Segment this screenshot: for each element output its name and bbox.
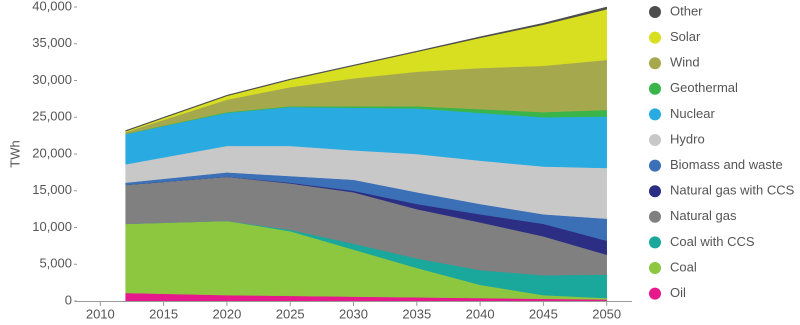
x-tick-label: 2010 — [86, 306, 115, 321]
legend-swatch — [649, 57, 661, 70]
legend-label: Hydro — [670, 131, 705, 146]
y-tick-label: 5,000 — [39, 256, 72, 271]
legend-swatch — [649, 262, 661, 274]
y-tick-label: 15,000 — [32, 182, 72, 197]
y-tick-label: 30,000 — [32, 72, 72, 87]
y-tick-label: 10,000 — [32, 219, 72, 234]
x-tick-label: 2040 — [466, 306, 495, 321]
x-tick-label: 2050 — [592, 306, 621, 321]
legend-label: Natural gas — [670, 208, 737, 223]
legend-label: Wind — [670, 55, 700, 70]
legend-swatch — [649, 82, 661, 95]
y-tick-label: 40,000 — [32, 0, 72, 13]
legend-swatch — [649, 210, 661, 223]
x-tick-label: 2045 — [529, 306, 558, 321]
legend-swatch — [649, 134, 661, 146]
x-tick-label: 2015 — [149, 306, 178, 321]
legend-label: Biomass and waste — [670, 157, 783, 172]
legend-label: Oil — [670, 285, 686, 300]
legend-swatch — [649, 185, 661, 198]
legend-label: Coal — [670, 259, 697, 274]
x-tick-label: 2030 — [339, 306, 368, 321]
legend-label: Solar — [670, 29, 701, 44]
y-tick-label: 20,000 — [32, 145, 72, 160]
x-tick-label: 2020 — [212, 306, 241, 321]
legend-swatch — [649, 108, 661, 121]
area — [125, 6, 607, 132]
y-tick-label: 35,000 — [32, 35, 72, 50]
legend-label: Natural gas with CCS — [670, 183, 795, 198]
y-tick-label: 0 — [65, 292, 72, 307]
legend-label: Nuclear — [670, 106, 715, 121]
x-tick-label: 2035 — [402, 306, 431, 321]
x-tick-label: 2025 — [276, 306, 305, 321]
y-tick-label: 25,000 — [32, 109, 72, 124]
legend-swatch — [649, 31, 661, 44]
y-axis-label: TWh — [7, 140, 22, 167]
legend-swatch — [649, 6, 661, 18]
legend-label: Coal with CCS — [670, 234, 755, 249]
legend-swatch — [649, 159, 661, 172]
legend-label: Geothermal — [670, 80, 738, 95]
legend-swatch — [649, 287, 661, 300]
legend-label: Other — [670, 3, 703, 18]
legend-swatch — [649, 236, 661, 249]
